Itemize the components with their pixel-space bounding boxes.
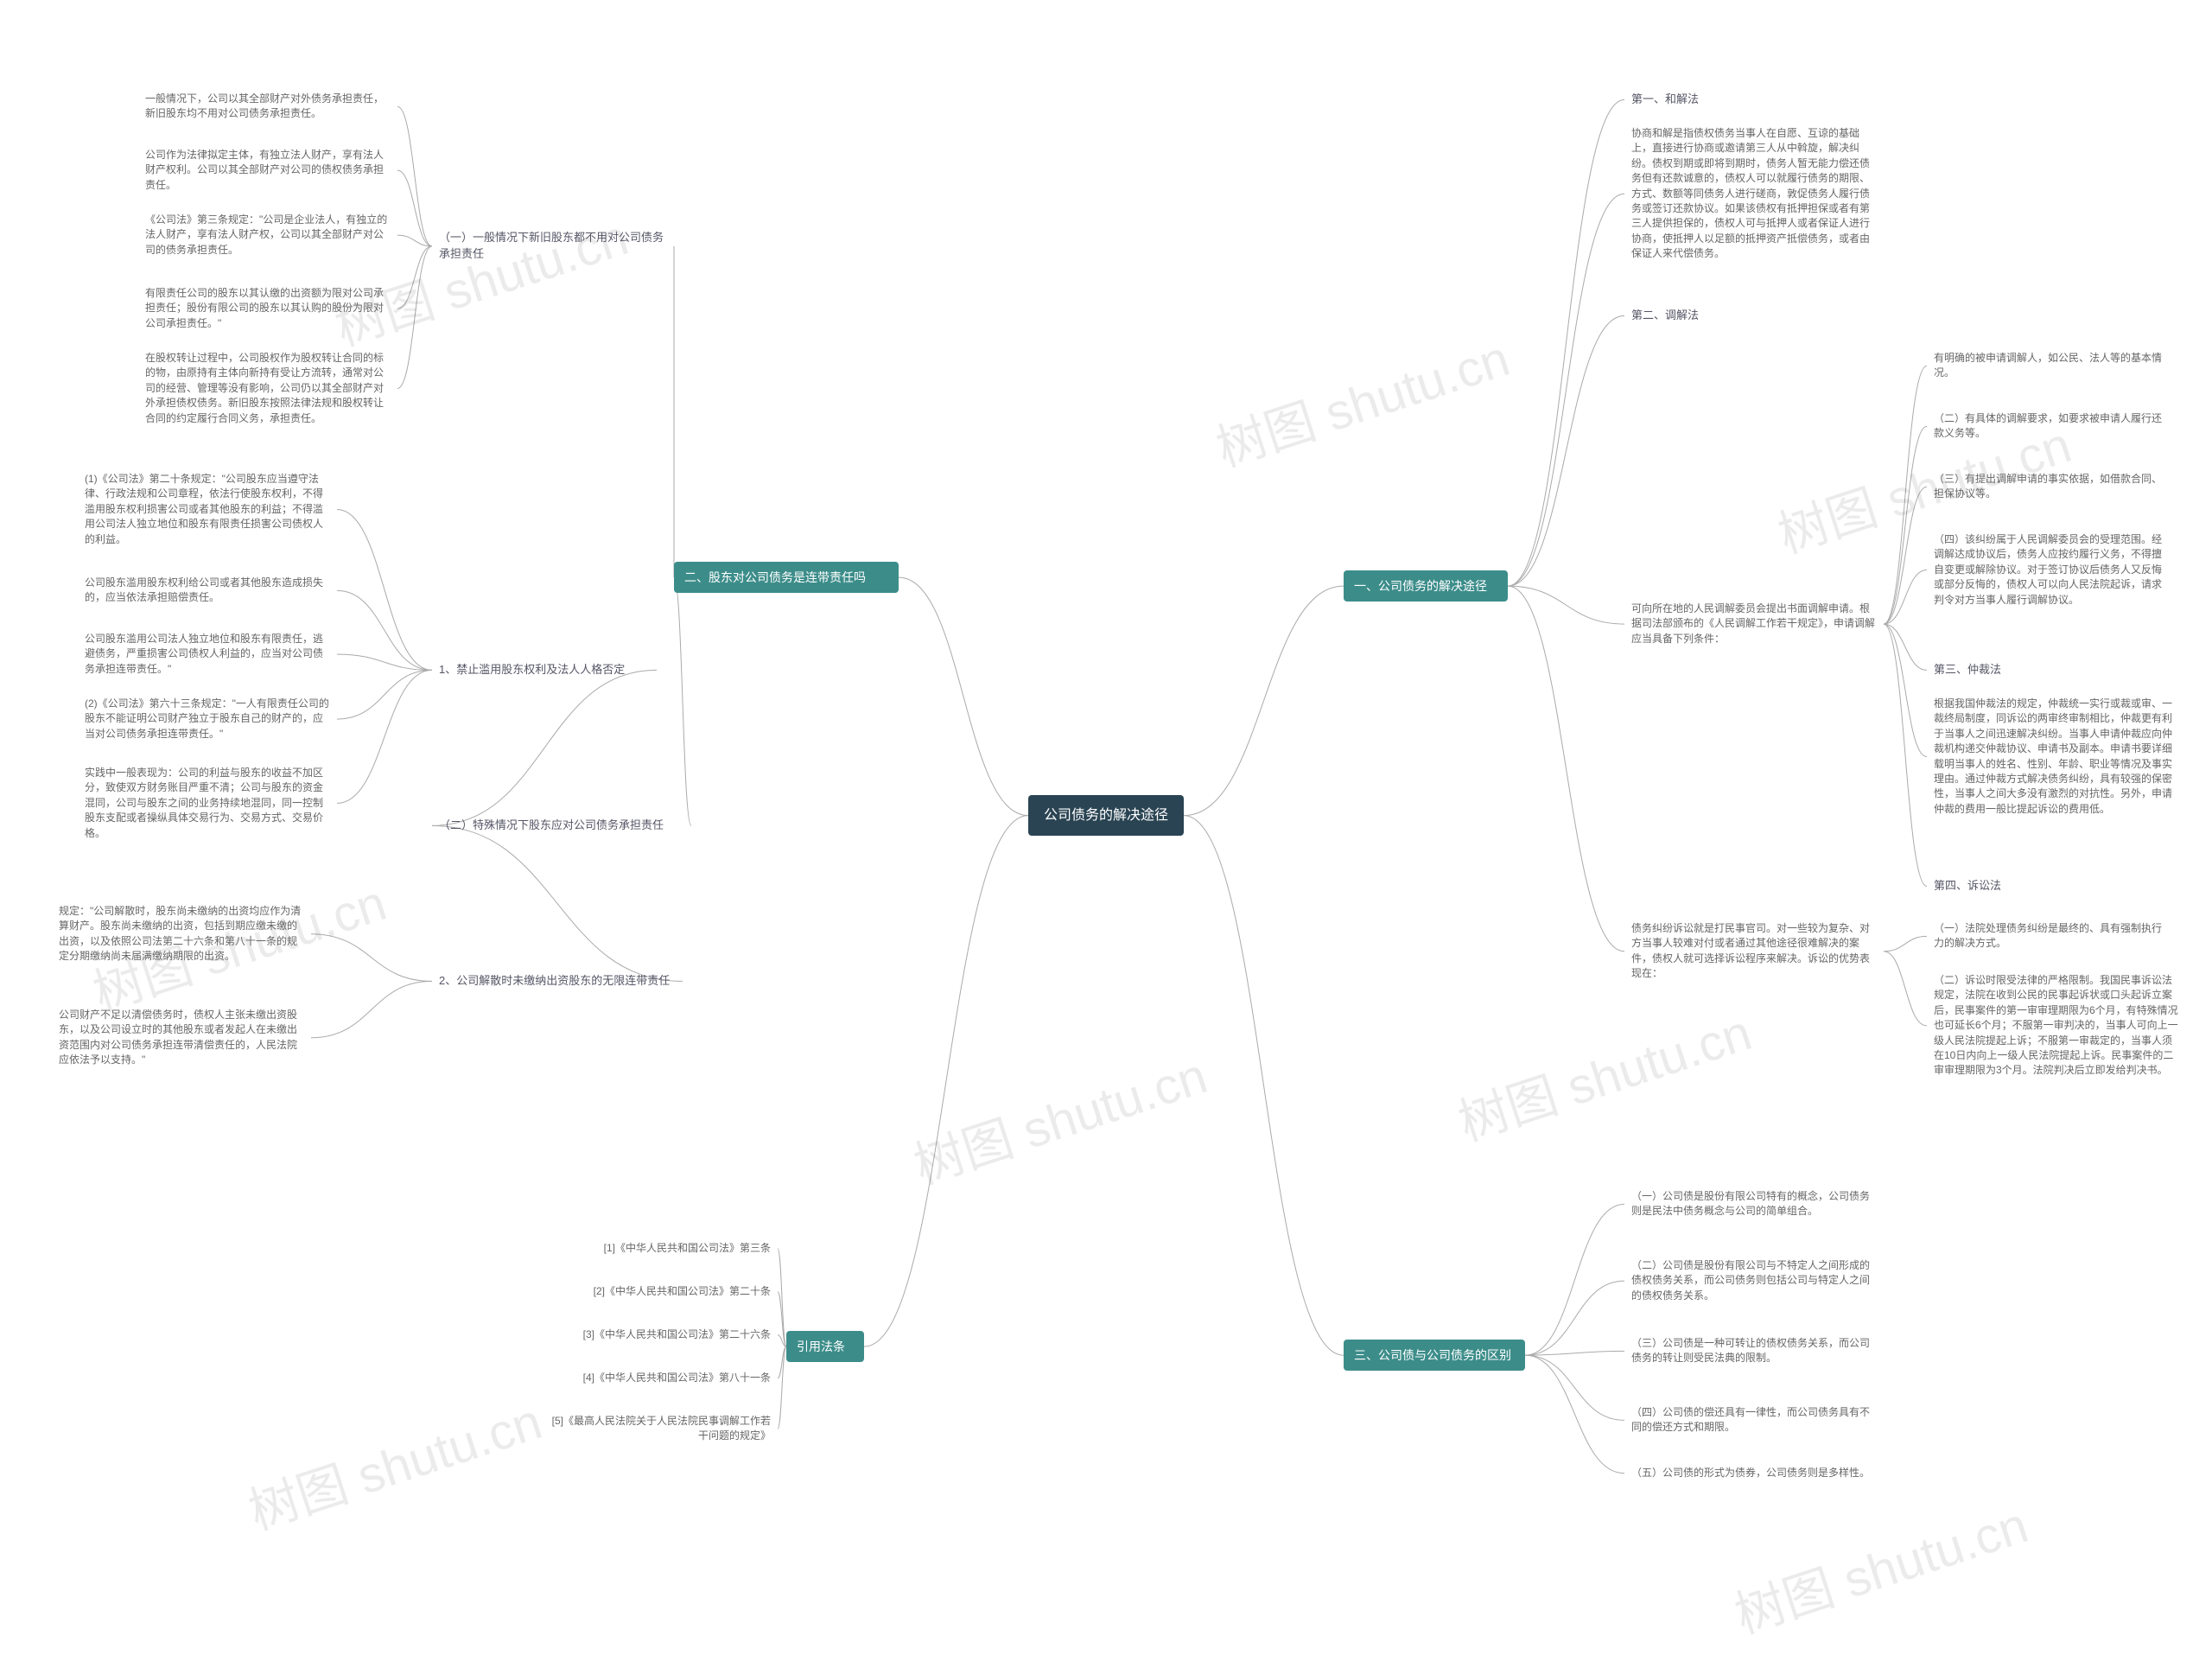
b1-method-4-sub: 债务纠纷诉讼就是打民事官司。对一些较为复杂、对方当事人较难对付或者通过其他途径很… xyxy=(1624,916,1884,987)
b1-method-1-text: 协商和解是指债权债务当事人在自愿、互谅的基础上，直接进行协商或邀请第三人从中斡旋… xyxy=(1624,121,1884,267)
b1-m2-c1: 有明确的被申请调解人，如公民、法人等的基本情况。 xyxy=(1927,346,2177,386)
b2-s1-c4: 有限责任公司的股东以其认缴的出资额为限对公司承担责任；股份有限公司的股东以其认购… xyxy=(138,281,397,336)
branch-4: 引用法条 xyxy=(786,1331,864,1362)
b2-s2-s1-c3: 公司股东滥用公司法人独立地位和股东有限责任，逃避债务，严重损害公司债权人利益的，… xyxy=(78,627,337,682)
b2-s2-s1-c1: (1)《公司法》第二十条规定："公司股东应当遵守法律、行政法规和公司章程，依法行… xyxy=(78,467,337,552)
b4-c5: [5]《最高人民法院关于人民法院民事调解工作若干问题的规定》 xyxy=(536,1409,778,1449)
b3-c5: （五）公司债的形式为债券，公司债务则是多样性。 xyxy=(1624,1461,1884,1486)
b2-s2-s1-c5: 实践中一般表现为：公司的利益与股东的收益不加区分，致使双方财务账目严重不清；公司… xyxy=(78,761,337,846)
b1-m2-c2: （二）有具体的调解要求，如要求被申请人履行还款义务等。 xyxy=(1927,406,2177,447)
b2-s2-s2-c2: 公司财产不足以清偿债务时，债权人主张未缴出资股东，以及公司设立时的其他股东或者发… xyxy=(52,1003,311,1073)
b2-s2-s2: 2、公司解散时未缴纳出资股东的无限连带责任 xyxy=(432,968,683,995)
b2-s1-c5: 在股权转让过程中，公司股权作为股权转让合同的标的物，由原持有主体向新持有受让方流… xyxy=(138,346,397,431)
branch-1: 一、公司债务的解决途径 xyxy=(1344,570,1508,602)
b3-c2: （二）公司债是股份有限公司与不特定人之间形成的债权债务关系，而公司债务则包括公司… xyxy=(1624,1253,1884,1308)
branch-2: 二、股东对公司债务是连带责任吗 xyxy=(674,562,899,593)
b1-m2-c4: （四）该纠纷属于人民调解委员会的受理范围。经调解达成协议后，债务人应按约履行义务… xyxy=(1927,527,2177,613)
b1-m4-c2: （二）诉讼时限受法律的严格限制。我国民事诉讼法规定，法院在收到公民的民事起诉状或… xyxy=(1927,968,2186,1084)
b2-s2-s2-c1: 规定："公司解散时，股东尚未缴纳的出资均应作为清算财产。股东尚未缴纳的出资，包括… xyxy=(52,899,311,970)
b2-s2-s1: 1、禁止滥用股东权利及法人人格否定 xyxy=(432,657,657,684)
root-node: 公司债务的解决途径 xyxy=(1028,795,1184,836)
b2-s2-s1-c2: 公司股东滥用股东权利给公司或者其他股东造成损失的，应当依法承担赔偿责任。 xyxy=(78,570,337,611)
b3-c1: （一）公司债是股份有限公司特有的概念，公司债务则是民法中债务概念与公司的简单组合… xyxy=(1624,1184,1884,1225)
b1-method-1: 第一、和解法 xyxy=(1624,86,1728,113)
b2-s1: （一）一般情况下新旧股东都不用对公司债务承担责任 xyxy=(432,225,674,268)
b2-s1-c1: 一般情况下，公司以其全部财产对外债务承担责任，新旧股东均不用对公司债务承担责任。 xyxy=(138,86,397,127)
b4-c3: [3]《中华人民共和国公司法》第二十六条 xyxy=(536,1322,778,1347)
b1-m2-c3: （三）有提出调解申请的事实依据，如借款合同、担保协议等。 xyxy=(1927,467,2177,507)
b4-c4: [4]《中华人民共和国公司法》第八十一条 xyxy=(536,1365,778,1391)
b1-method-3: 第三、仲裁法 xyxy=(1927,657,2031,684)
b4-c1: [1]《中华人民共和国公司法》第三条 xyxy=(536,1236,778,1261)
b2-s2: （二）特殊情况下股东应对公司债务承担责任 xyxy=(432,812,691,839)
b1-method-2-sub: 可向所在地的人民调解委员会提出书面调解申请。根据司法部颁布的《人民调解工作若干规… xyxy=(1624,596,1884,652)
b3-c3: （三）公司债是一种可转让的债权债务关系，而公司债务的转让则受民法典的限制。 xyxy=(1624,1331,1884,1372)
branch-3: 三、公司债与公司债务的区别 xyxy=(1344,1340,1525,1371)
b2-s2-s1-c4: (2)《公司法》第六十三条规定："一人有限责任公司的股东不能证明公司财产独立于股… xyxy=(78,691,337,747)
b1-method-2: 第二、调解法 xyxy=(1624,302,1728,329)
b2-s1-c3: 《公司法》第三条规定："公司是企业法人，有独立的法人财产，享有法人财产权，公司以… xyxy=(138,207,397,263)
b1-method-4: 第四、诉讼法 xyxy=(1927,873,2031,900)
b3-c4: （四）公司债的偿还具有一律性，而公司债务具有不同的偿还方式和期限。 xyxy=(1624,1400,1884,1441)
b1-m4-c1: （一）法院处理债务纠纷是最终的、具有强制执行力的解决方式。 xyxy=(1927,916,2177,957)
mindmap-diagram: 树图 shutu.cn树图 shutu.cn树图 shutu.cn树图 shut… xyxy=(0,0,2212,1655)
b2-s1-c2: 公司作为法律拟定主体，有独立法人财产，享有法人财产权利。公司以其全部财产对公司的… xyxy=(138,143,397,198)
b4-c2: [2]《中华人民共和国公司法》第二十条 xyxy=(536,1279,778,1304)
b1-method-3-text: 根据我国仲裁法的规定，仲裁统一实行或裁或审、一裁终局制度，同诉讼的两审终审制相比… xyxy=(1927,691,2186,822)
